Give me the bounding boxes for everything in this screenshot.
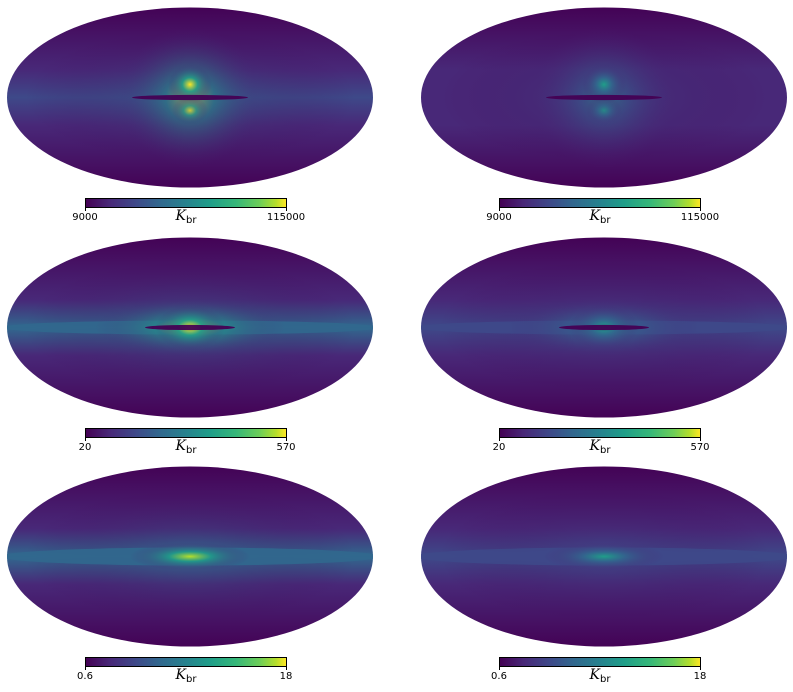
mollweide-map (7, 237, 373, 418)
colorbar-tick (700, 667, 701, 670)
mollweide-map (421, 7, 787, 188)
colorbar-tick (700, 438, 701, 441)
colorbar-tick (499, 208, 500, 211)
colorbar-title: Kbr (175, 667, 197, 685)
mollweide-map (421, 237, 787, 418)
colorbar-min-label: 0.6 (77, 671, 93, 682)
colorbar (499, 657, 701, 667)
sky-map-panel-r1-right: 9000 115000 Kbr (419, 5, 789, 230)
colorbar (85, 198, 287, 208)
colorbar-title: Kbr (589, 438, 611, 456)
colorbar-min-label: 20 (492, 442, 506, 453)
colorbar-title: Kbr (589, 208, 611, 226)
sky-map-panel-r2-right: 20 570 Kbr (419, 235, 789, 460)
colorbar-tick (499, 438, 500, 441)
colorbar-max-label: 115000 (266, 212, 306, 223)
colorbar-min-label: 0.6 (491, 671, 507, 682)
mollweide-map (7, 466, 373, 647)
colorbar-tick (700, 208, 701, 211)
sky-map-panel-r1-left: 9000 115000 Kbr (5, 5, 375, 230)
colorbar-tick (286, 438, 287, 441)
mollweide-map (421, 466, 787, 647)
colorbar (85, 657, 287, 667)
colorbar-tick (499, 667, 500, 670)
colorbar-max-label: 18 (279, 671, 293, 682)
colorbar-min-label: 9000 (72, 212, 98, 223)
colorbar-tick (286, 667, 287, 670)
mollweide-map (7, 7, 373, 188)
colorbar-max-label: 115000 (680, 212, 720, 223)
colorbar-tick (85, 438, 86, 441)
colorbar-title: Kbr (589, 667, 611, 685)
colorbar-max-label: 570 (690, 442, 710, 453)
colorbar (499, 428, 701, 438)
colorbar-tick (286, 208, 287, 211)
colorbar-max-label: 570 (276, 442, 296, 453)
colorbar-tick (85, 667, 86, 670)
colorbar-tick (85, 208, 86, 211)
sky-map-panel-r3-right: 0.6 18 Kbr (419, 464, 789, 689)
colorbar (85, 428, 287, 438)
colorbar-title: Kbr (175, 208, 197, 226)
colorbar-min-label: 20 (78, 442, 92, 453)
colorbar-min-label: 9000 (486, 212, 512, 223)
colorbar-max-label: 18 (693, 671, 707, 682)
sky-map-panel-r2-left: 20 570 Kbr (5, 235, 375, 460)
sky-map-panel-r3-left: 0.6 18 Kbr (5, 464, 375, 689)
colorbar (499, 198, 701, 208)
colorbar-title: Kbr (175, 438, 197, 456)
